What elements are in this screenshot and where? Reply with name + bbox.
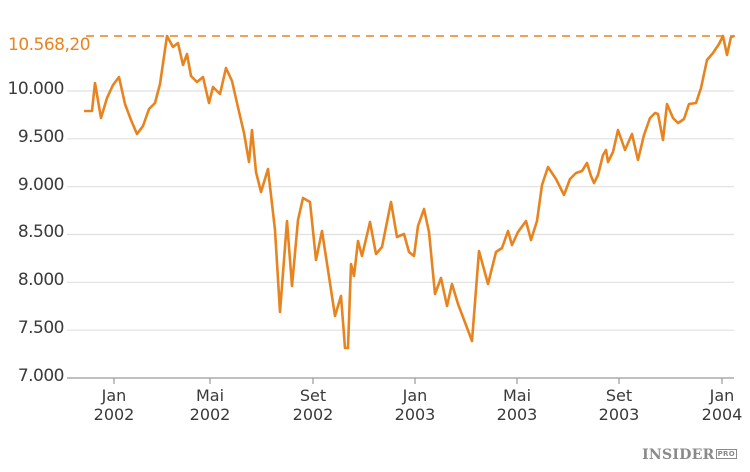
y-tick-label: 7.000 — [17, 366, 65, 386]
x-tick-year: 2003 — [496, 405, 538, 424]
x-tick-label: Jan 2002 — [79, 386, 149, 424]
y-tick-label: 8.000 — [17, 270, 65, 290]
x-tick-year: 2003 — [598, 405, 640, 424]
y-tick-label: 10.000 — [7, 79, 65, 99]
y-tick-label: 7.500 — [17, 318, 65, 338]
insider-pro-logo: INSIDER PRO — [642, 447, 737, 463]
x-tick-month: Set — [299, 386, 327, 405]
x-tick-month: Jan — [101, 386, 127, 405]
x-tick-year: 2002 — [189, 405, 231, 424]
series-line-index — [84, 34, 735, 350]
x-tick-month: Jan — [709, 386, 735, 405]
x-tick-year: 2002 — [292, 405, 334, 424]
x-tick-year: 2002 — [93, 405, 135, 424]
x-axis-ticks — [113, 378, 723, 384]
y-tick-label: 9.500 — [17, 127, 65, 147]
gridlines — [67, 90, 734, 331]
x-tick-label: Jan 2003 — [380, 386, 450, 424]
logo-text: INSIDER — [642, 447, 715, 463]
x-tick-label: Mai 2003 — [482, 386, 552, 424]
max-value-label: 10.568,20 — [8, 35, 91, 55]
x-tick-month: Set — [605, 386, 633, 405]
x-tick-year: 2003 — [394, 405, 436, 424]
y-tick-label: 9.000 — [17, 175, 65, 195]
x-tick-month: Mai — [195, 386, 225, 405]
x-tick-label: Set 2002 — [278, 386, 348, 424]
x-tick-label: Mai 2002 — [175, 386, 245, 424]
x-tick-label: Jan 2004 — [687, 386, 750, 424]
x-tick-month: Mai — [502, 386, 532, 405]
logo-badge: PRO — [715, 449, 737, 459]
y-tick-label: 8.500 — [17, 222, 65, 242]
x-tick-month: Jan — [402, 386, 428, 405]
x-tick-label: Set 2003 — [584, 386, 654, 424]
x-tick-year: 2004 — [701, 405, 743, 424]
